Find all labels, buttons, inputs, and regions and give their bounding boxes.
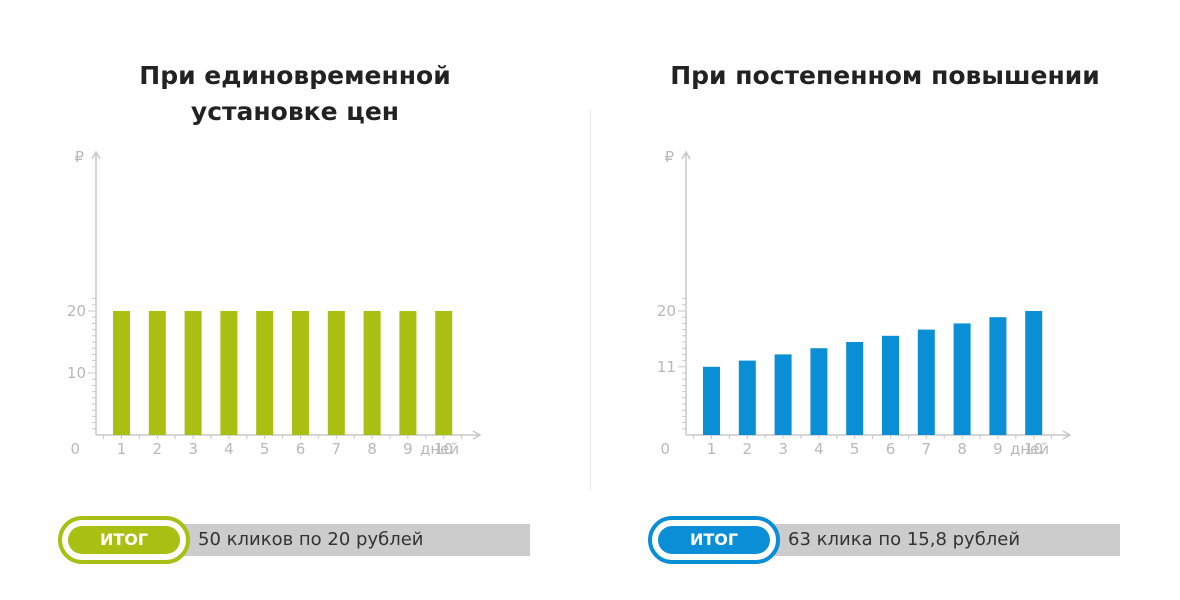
total-badge: ИТОГ bbox=[648, 516, 780, 564]
x-tick-label: 6 bbox=[296, 440, 306, 458]
y-axis-label: ₽ bbox=[664, 148, 674, 166]
x-tick-label: 5 bbox=[260, 440, 270, 458]
bar bbox=[953, 323, 971, 435]
chart-title-line: При единовременной bbox=[139, 61, 451, 90]
summary-text: 50 кликов по 20 рублей bbox=[198, 529, 424, 550]
bar-chart: 11 20 ₽0 дней 1 2 3 4 5 6 7 8 9 10 bbox=[657, 148, 1072, 458]
x-tick-label: 2 bbox=[743, 440, 753, 458]
bar bbox=[399, 311, 417, 435]
x-tick-label: 10 bbox=[434, 440, 453, 458]
x-axis-arrow bbox=[1062, 430, 1072, 440]
y-axis-arrow bbox=[681, 150, 691, 160]
chart-title-line: установке цен bbox=[190, 97, 400, 126]
y-axis-arrow bbox=[91, 150, 101, 160]
y-tick-label: 20 bbox=[657, 302, 676, 320]
x-tick-label: 2 bbox=[153, 440, 163, 458]
bar bbox=[184, 311, 202, 435]
origin-label: 0 bbox=[660, 440, 670, 458]
bar bbox=[989, 317, 1007, 435]
x-tick-label: 7 bbox=[922, 440, 932, 458]
x-tick-label: 8 bbox=[367, 440, 377, 458]
bar bbox=[292, 311, 309, 435]
x-axis-arrow bbox=[472, 430, 482, 440]
bar bbox=[148, 311, 166, 435]
chart-panel-left: При единовременной установке цен 10 20 ₽0 д… bbox=[0, 58, 590, 565]
total-badge-label: ИТОГ bbox=[658, 526, 770, 554]
chart-panel-right: При постепенном повышении 11 20 ₽0 дней 1 2 3 4… bbox=[590, 0, 1180, 600]
total-badge-label: ИТОГ bbox=[68, 526, 180, 554]
y-tick-label: 10 bbox=[67, 364, 86, 382]
x-tick-label: 4 bbox=[224, 440, 234, 458]
bar bbox=[327, 311, 345, 435]
chart-title-line: При постепенном повышении bbox=[670, 61, 1100, 90]
bar bbox=[220, 311, 238, 435]
chart-title: При постепенном повышении bbox=[590, 58, 1180, 94]
bar bbox=[882, 335, 899, 435]
divider bbox=[590, 110, 591, 490]
summary-text: 63 клика по 15,8 рублей bbox=[788, 529, 1021, 550]
bar bbox=[256, 311, 274, 435]
x-axis-label: дней bbox=[1010, 440, 1049, 458]
x-tick-label: 1 bbox=[707, 440, 717, 458]
bar bbox=[703, 366, 720, 435]
bar bbox=[363, 311, 381, 435]
total-badge: ИТОГ bbox=[58, 516, 190, 564]
summary-banner: 50 кликов по 20 рублей ИТОГ bbox=[58, 515, 530, 565]
bar bbox=[810, 348, 828, 435]
y-axis-label: ₽ bbox=[74, 148, 84, 166]
bar bbox=[435, 311, 453, 435]
bar bbox=[917, 329, 935, 435]
x-tick-label: 4 bbox=[814, 440, 824, 458]
x-tick-label: 6 bbox=[886, 440, 896, 458]
y-tick-label: 20 bbox=[67, 302, 86, 320]
x-tick-label: 9 bbox=[403, 440, 413, 458]
bar bbox=[738, 360, 756, 435]
chart-title: При единовременной установке цен bbox=[0, 58, 590, 130]
x-tick-label: 8 bbox=[957, 440, 967, 458]
bar bbox=[774, 354, 792, 435]
bar bbox=[113, 311, 130, 435]
bar-chart: 10 20 ₽0 дней 1 2 3 4 5 6 7 8 9 10 bbox=[67, 148, 482, 458]
x-tick-label: 3 bbox=[188, 440, 198, 458]
x-tick-label: 7 bbox=[332, 440, 342, 458]
x-tick-label: 9 bbox=[993, 440, 1003, 458]
summary-banner: 63 клика по 15,8 рублей ИТОГ bbox=[648, 515, 1120, 565]
x-tick-label: 10 bbox=[1024, 440, 1043, 458]
x-axis-label: дней bbox=[420, 440, 459, 458]
x-tick-label: 1 bbox=[117, 440, 127, 458]
bar bbox=[846, 342, 864, 435]
x-tick-label: 5 bbox=[850, 440, 860, 458]
x-tick-label: 3 bbox=[778, 440, 788, 458]
y-tick-label: 11 bbox=[657, 358, 676, 376]
bar bbox=[1025, 311, 1043, 435]
origin-label: 0 bbox=[70, 440, 80, 458]
